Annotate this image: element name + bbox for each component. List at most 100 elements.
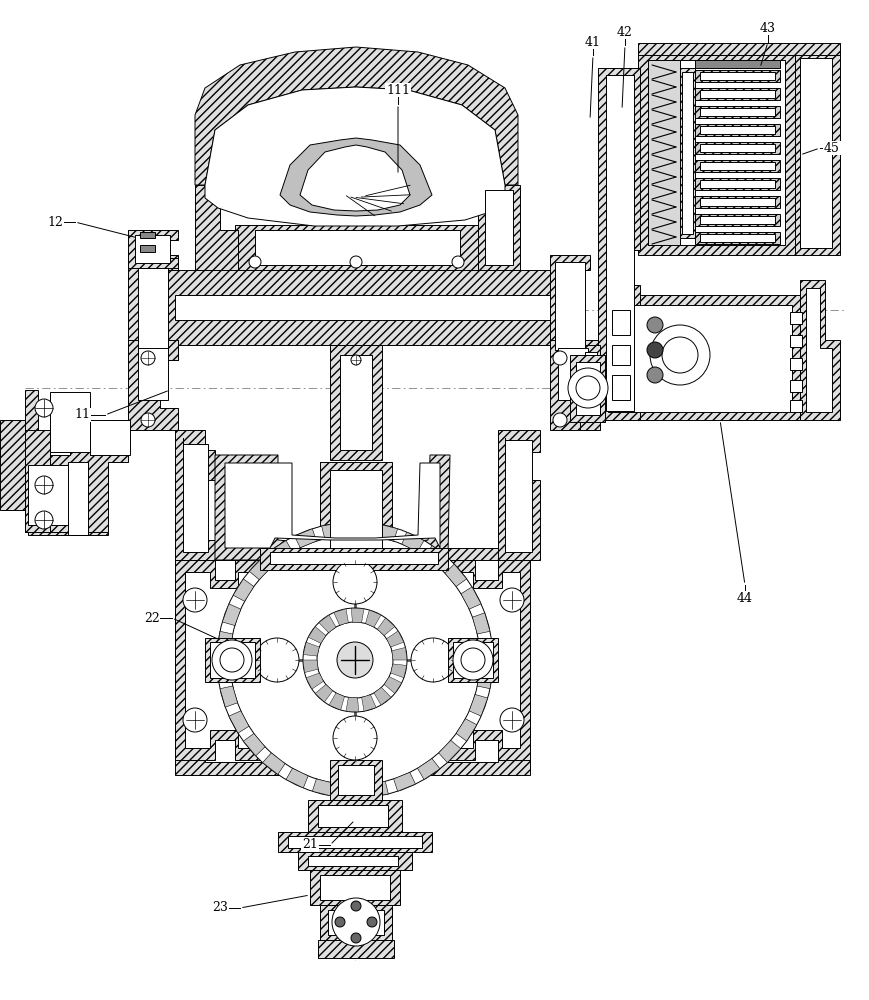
Circle shape bbox=[661, 337, 697, 373]
Text: 43: 43 bbox=[760, 22, 775, 35]
Polygon shape bbox=[175, 430, 215, 560]
Text: 45: 45 bbox=[823, 142, 839, 155]
Polygon shape bbox=[140, 232, 155, 238]
Text: 12: 12 bbox=[47, 216, 63, 229]
Polygon shape bbox=[329, 760, 381, 800]
Polygon shape bbox=[278, 832, 432, 852]
Polygon shape bbox=[477, 669, 492, 689]
Polygon shape bbox=[468, 694, 488, 716]
Polygon shape bbox=[453, 642, 493, 678]
Polygon shape bbox=[329, 470, 381, 552]
Bar bbox=[338, 765, 374, 795]
Bar bbox=[700, 234, 774, 242]
Circle shape bbox=[410, 638, 454, 682]
Polygon shape bbox=[280, 138, 432, 216]
Circle shape bbox=[332, 898, 380, 946]
Polygon shape bbox=[681, 72, 693, 234]
Bar bbox=[318, 805, 388, 827]
Polygon shape bbox=[694, 60, 779, 68]
Polygon shape bbox=[320, 875, 389, 900]
Bar bbox=[584, 352, 596, 422]
Polygon shape bbox=[222, 604, 241, 626]
Bar bbox=[694, 70, 779, 82]
Polygon shape bbox=[391, 647, 407, 660]
Circle shape bbox=[35, 399, 53, 417]
Polygon shape bbox=[569, 355, 604, 422]
Circle shape bbox=[35, 511, 53, 529]
Bar bbox=[557, 348, 587, 400]
Bar bbox=[694, 232, 779, 244]
Circle shape bbox=[647, 342, 662, 358]
Polygon shape bbox=[597, 68, 640, 420]
Polygon shape bbox=[312, 779, 333, 796]
Bar bbox=[28, 465, 68, 525]
Bar bbox=[138, 348, 168, 400]
Bar bbox=[700, 198, 774, 206]
Polygon shape bbox=[220, 686, 237, 707]
Text: 23: 23 bbox=[212, 901, 228, 914]
Polygon shape bbox=[478, 641, 493, 660]
Polygon shape bbox=[365, 610, 381, 627]
Polygon shape bbox=[504, 438, 531, 552]
Bar bbox=[789, 358, 801, 370]
Polygon shape bbox=[386, 631, 403, 647]
Polygon shape bbox=[195, 47, 517, 185]
Circle shape bbox=[575, 376, 600, 400]
Polygon shape bbox=[148, 270, 580, 345]
Circle shape bbox=[367, 917, 376, 927]
Polygon shape bbox=[322, 523, 342, 539]
Circle shape bbox=[567, 368, 607, 408]
Polygon shape bbox=[374, 687, 391, 705]
Polygon shape bbox=[182, 438, 208, 552]
Polygon shape bbox=[680, 68, 694, 238]
Bar bbox=[694, 106, 779, 118]
Polygon shape bbox=[390, 664, 406, 678]
Polygon shape bbox=[350, 522, 369, 536]
Bar bbox=[484, 190, 513, 265]
Polygon shape bbox=[497, 430, 540, 560]
Polygon shape bbox=[328, 910, 383, 935]
Polygon shape bbox=[329, 345, 381, 460]
Polygon shape bbox=[549, 340, 600, 430]
Polygon shape bbox=[799, 280, 839, 420]
Text: 44: 44 bbox=[736, 591, 753, 604]
Polygon shape bbox=[368, 781, 388, 797]
Circle shape bbox=[461, 648, 484, 672]
Polygon shape bbox=[477, 185, 520, 270]
Bar bbox=[694, 142, 779, 154]
Polygon shape bbox=[362, 695, 375, 711]
Polygon shape bbox=[295, 529, 316, 548]
Polygon shape bbox=[597, 295, 799, 420]
Polygon shape bbox=[269, 540, 292, 561]
Circle shape bbox=[302, 608, 407, 712]
Bar bbox=[90, 420, 129, 455]
Text: 22: 22 bbox=[144, 611, 160, 624]
Polygon shape bbox=[185, 572, 249, 748]
Circle shape bbox=[350, 355, 361, 365]
Polygon shape bbox=[320, 462, 392, 560]
Polygon shape bbox=[424, 546, 447, 567]
Polygon shape bbox=[334, 609, 348, 625]
Polygon shape bbox=[25, 430, 50, 532]
Circle shape bbox=[553, 413, 567, 427]
Bar bbox=[135, 235, 169, 263]
Circle shape bbox=[553, 351, 567, 365]
Circle shape bbox=[255, 638, 299, 682]
Bar bbox=[611, 310, 629, 335]
Polygon shape bbox=[205, 560, 497, 762]
Polygon shape bbox=[262, 753, 285, 774]
Polygon shape bbox=[346, 697, 358, 712]
Circle shape bbox=[350, 901, 361, 911]
Bar bbox=[606, 75, 634, 411]
Polygon shape bbox=[308, 800, 401, 832]
Circle shape bbox=[316, 622, 393, 698]
Polygon shape bbox=[308, 627, 326, 643]
Polygon shape bbox=[794, 50, 839, 255]
Polygon shape bbox=[303, 642, 319, 656]
Polygon shape bbox=[580, 345, 600, 430]
Bar bbox=[789, 312, 801, 324]
Polygon shape bbox=[286, 768, 308, 788]
Polygon shape bbox=[575, 362, 600, 415]
Bar bbox=[255, 230, 460, 265]
Bar bbox=[554, 262, 584, 350]
